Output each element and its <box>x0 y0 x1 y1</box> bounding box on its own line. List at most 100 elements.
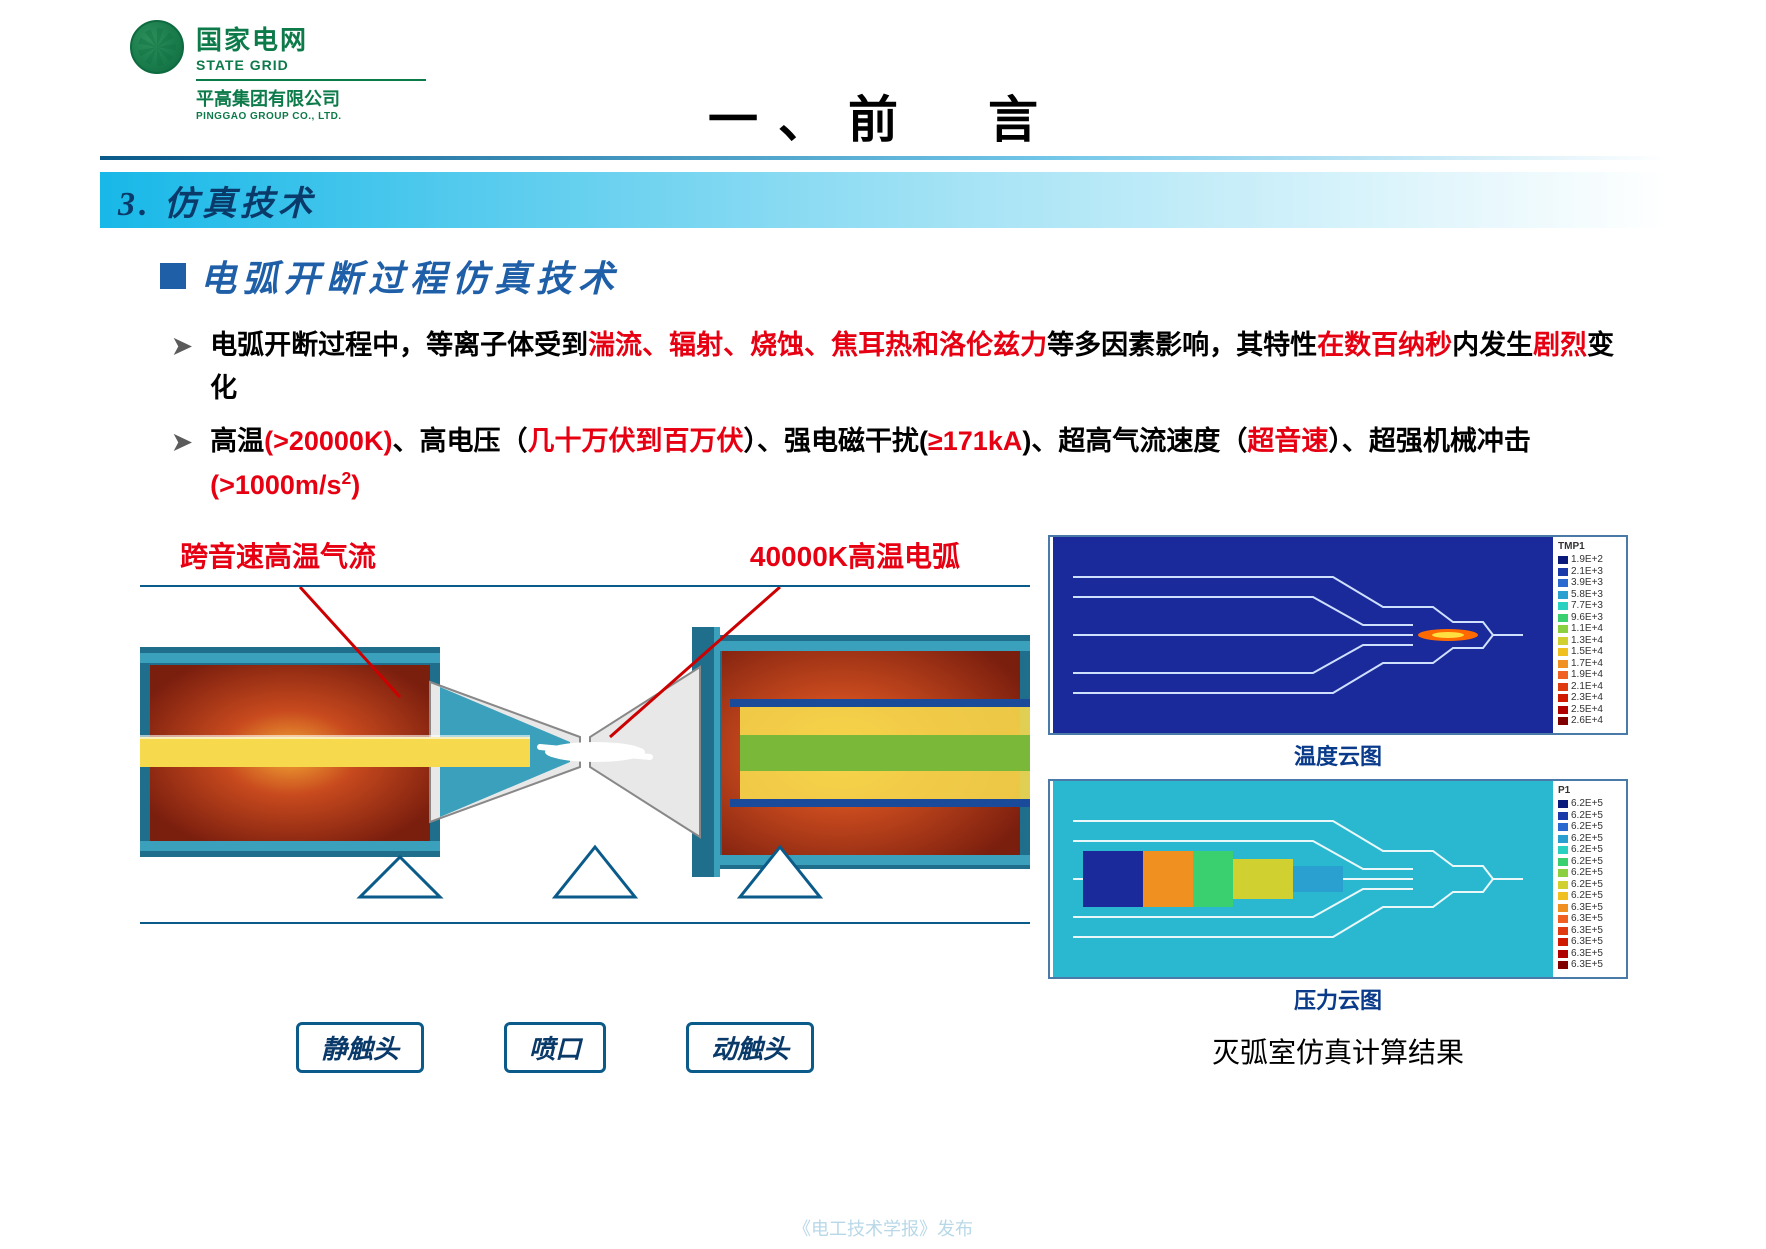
temp-caption: 温度云图 <box>1048 739 1628 771</box>
legend-value: 1.7E+4 <box>1571 658 1603 670</box>
chevron-icon: ➤ <box>172 424 192 506</box>
legend-row: 5.8E+3 <box>1558 589 1624 601</box>
legend-swatch <box>1558 927 1568 935</box>
legend-value: 2.5E+4 <box>1571 704 1603 716</box>
temperature-contour-panel: TMP1 1.9E+22.1E+33.9E+35.8E+37.7E+39.6E+… <box>1048 535 1628 735</box>
press-panel-wrap: P1 6.2E+56.2E+56.2E+56.2E+56.2E+56.2E+56… <box>1048 779 1628 1015</box>
legend-row: 6.3E+5 <box>1558 913 1624 925</box>
figures-row: 跨音速高温气流 40000K高温电弧 <box>0 535 1766 1071</box>
legend-row: 1.9E+2 <box>1558 554 1624 566</box>
legend-row: 1.9E+4 <box>1558 669 1624 681</box>
press-caption: 压力云图 <box>1048 983 1628 1015</box>
legend-value: 1.3E+4 <box>1571 635 1603 647</box>
legend-value: 6.2E+5 <box>1571 879 1603 891</box>
title-rule <box>100 156 1666 160</box>
breaker-top-labels: 跨音速高温气流 40000K高温电弧 <box>140 535 1030 575</box>
callout-static-contact: 静触头 <box>296 1022 424 1073</box>
legend-swatch <box>1558 823 1568 831</box>
legend-value: 5.8E+3 <box>1571 589 1603 601</box>
legend-value: 9.6E+3 <box>1571 612 1603 624</box>
legend-row: 6.2E+5 <box>1558 844 1624 856</box>
bullet-2-text: 高温(>20000K)、高电压（几十万伏到百万伏）、强电磁干扰(≥171kA)、… <box>210 420 1626 506</box>
logo-en: STATE GRID <box>196 57 426 73</box>
legend-row: 2.3E+4 <box>1558 692 1624 704</box>
legend-swatch <box>1558 869 1568 877</box>
footer-publication: 《电工技术学报》发布 <box>793 1215 973 1241</box>
temperature-plot <box>1050 537 1556 733</box>
legend-row: 6.2E+5 <box>1558 833 1624 845</box>
chevron-icon: ➤ <box>172 328 192 410</box>
pressure-contour-panel: P1 6.2E+56.2E+56.2E+56.2E+56.2E+56.2E+56… <box>1048 779 1628 979</box>
legend-swatch <box>1558 717 1568 725</box>
page-title: 一、前 言 <box>708 80 1058 152</box>
legend-swatch <box>1558 648 1568 656</box>
legend-row: 6.3E+5 <box>1558 936 1624 948</box>
legend-row: 6.2E+5 <box>1558 856 1624 868</box>
legend-swatch <box>1558 846 1568 854</box>
legend-row: 6.3E+5 <box>1558 902 1624 914</box>
press-legend-title: P1 <box>1558 785 1624 797</box>
legend-value: 6.3E+5 <box>1571 925 1603 937</box>
legend-swatch <box>1558 568 1568 576</box>
legend-row: 1.3E+4 <box>1558 635 1624 647</box>
label-40000k-arc: 40000K高温电弧 <box>750 535 960 575</box>
legend-row: 1.5E+4 <box>1558 646 1624 658</box>
legend-row: 6.2E+5 <box>1558 890 1624 902</box>
legend-value: 1.9E+2 <box>1571 554 1603 566</box>
legend-row: 2.5E+4 <box>1558 704 1624 716</box>
legend-swatch <box>1558 706 1568 714</box>
legend-swatch <box>1558 904 1568 912</box>
legend-swatch <box>1558 858 1568 866</box>
temp-legend: TMP1 1.9E+22.1E+33.9E+35.8E+37.7E+39.6E+… <box>1556 537 1626 733</box>
result-caption: 灭弧室仿真计算结果 <box>1048 1031 1628 1071</box>
legend-value: 6.2E+5 <box>1571 798 1603 810</box>
legend-swatch <box>1558 579 1568 587</box>
legend-row: 2.6E+4 <box>1558 715 1624 727</box>
legend-row: 2.1E+3 <box>1558 566 1624 578</box>
slide-header: 国家电网 STATE GRID 平高集团有限公司 PINGGAO GROUP C… <box>0 0 1766 160</box>
legend-row: 6.3E+5 <box>1558 948 1624 960</box>
legend-value: 1.5E+4 <box>1571 646 1603 658</box>
legend-swatch <box>1558 683 1568 691</box>
legend-swatch <box>1558 660 1568 668</box>
bullet-1-text: 电弧开断过程中，等离子体受到湍流、辐射、烧蚀、焦耳热和洛伦兹力等多因素影响，其特… <box>210 324 1626 410</box>
legend-value: 1.9E+4 <box>1571 669 1603 681</box>
legend-swatch <box>1558 950 1568 958</box>
legend-swatch <box>1558 625 1568 633</box>
legend-value: 3.9E+3 <box>1571 577 1603 589</box>
breaker-svg <box>140 587 1030 917</box>
square-bullet-icon <box>160 263 186 289</box>
legend-swatch <box>1558 835 1568 843</box>
legend-swatch <box>1558 591 1568 599</box>
legend-value: 6.3E+5 <box>1571 936 1603 948</box>
content-area: 电弧开断过程仿真技术 ➤ 电弧开断过程中，等离子体受到湍流、辐射、烧蚀、焦耳热和… <box>0 228 1766 507</box>
legend-swatch <box>1558 812 1568 820</box>
legend-row: 7.7E+3 <box>1558 600 1624 612</box>
bullet-1: ➤ 电弧开断过程中，等离子体受到湍流、辐射、烧蚀、焦耳热和洛伦兹力等多因素影响，… <box>172 324 1626 410</box>
legend-value: 6.3E+5 <box>1571 913 1603 925</box>
legend-value: 6.2E+5 <box>1571 867 1603 879</box>
legend-value: 6.2E+5 <box>1571 821 1603 833</box>
legend-swatch <box>1558 637 1568 645</box>
legend-value: 2.3E+4 <box>1571 692 1603 704</box>
legend-value: 1.1E+4 <box>1571 623 1603 635</box>
legend-swatch <box>1558 556 1568 564</box>
callout-nozzle: 喷口 <box>504 1022 606 1073</box>
legend-value: 6.2E+5 <box>1571 844 1603 856</box>
legend-swatch <box>1558 694 1568 702</box>
pressure-plot <box>1050 781 1556 977</box>
legend-row: 6.3E+5 <box>1558 925 1624 937</box>
legend-swatch <box>1558 671 1568 679</box>
label-transonic-flow: 跨音速高温气流 <box>180 535 376 575</box>
h2: 电弧开断过程仿真技术 <box>200 250 620 302</box>
logo-cn: 国家电网 <box>196 20 426 57</box>
legend-row: 2.1E+4 <box>1558 681 1624 693</box>
legend-value: 6.2E+5 <box>1571 856 1603 868</box>
legend-swatch <box>1558 602 1568 610</box>
legend-row: 9.6E+3 <box>1558 612 1624 624</box>
temp-legend-title: TMP1 <box>1558 541 1624 553</box>
bullet-2: ➤ 高温(>20000K)、高电压（几十万伏到百万伏）、强电磁干扰(≥171kA… <box>172 420 1626 506</box>
temp-panel-wrap: TMP1 1.9E+22.1E+33.9E+35.8E+37.7E+39.6E+… <box>1048 535 1628 771</box>
simulation-figures: TMP1 1.9E+22.1E+33.9E+35.8E+37.7E+39.6E+… <box>1048 535 1628 1071</box>
legend-row: 1.1E+4 <box>1558 623 1624 635</box>
